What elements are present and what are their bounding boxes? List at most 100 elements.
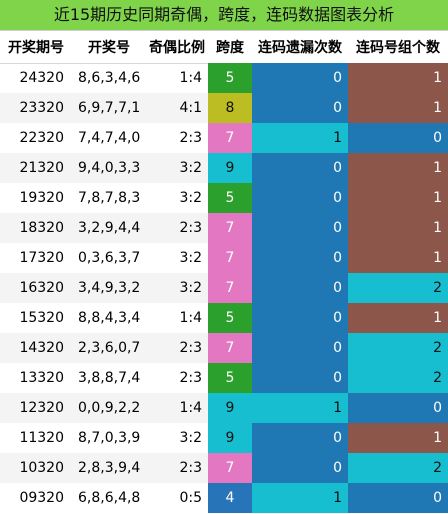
cell-span: 7 <box>208 243 252 273</box>
page-title: 近15期历史同期奇偶，跨度，连码数据图表分析 <box>0 0 448 31</box>
cell-consecutive-miss: 1 <box>252 123 348 153</box>
cell-issue: 17320 <box>19 250 64 266</box>
cell-consecutive-miss: 1 <box>252 393 348 423</box>
table-row: 18320 3,2,9,4,4 2:3 7 0 1 <box>0 213 448 243</box>
cell-consecutive-miss: 0 <box>252 363 348 393</box>
table-row: 23320 6,9,7,7,1 4:1 8 0 1 <box>0 93 448 123</box>
cell-span: 4 <box>208 483 252 513</box>
table-row: 15320 8,8,4,3,4 1:4 5 0 1 <box>0 303 448 333</box>
cell-span: 7 <box>208 213 252 243</box>
cell-span: 9 <box>208 393 252 423</box>
cell-consecutive-groups: 1 <box>348 213 448 243</box>
cell-consecutive-groups: 1 <box>348 153 448 183</box>
cell-span: 8 <box>208 93 252 123</box>
cell-issue: 18320 <box>0 213 72 243</box>
cell-odd-even-ratio: 3:2 <box>146 153 208 183</box>
cell-consecutive-groups: 1 <box>348 423 448 453</box>
cell-odd-even-ratio: 2:3 <box>179 130 202 146</box>
cell-span: 5 <box>208 63 252 93</box>
header-numbers: 开奖号 <box>88 40 130 56</box>
cell-odd-even-ratio: 3:2 <box>179 250 202 266</box>
cell-consecutive-groups: 2 <box>348 363 448 393</box>
cell-consecutive-groups: 0 <box>348 483 448 513</box>
cell-consecutive-miss: 0 <box>252 303 348 333</box>
table-row: 10320 2,8,3,9,4 2:3 7 0 2 <box>0 453 448 483</box>
table-body: 24320 8,6,3,4,6 1:4 5 0 1 23320 6,9,7,7,1 4:1 8 0 1… <box>0 63 448 513</box>
header-span: 跨度 <box>216 40 244 56</box>
cell-consecutive-miss: 0 <box>252 213 348 243</box>
cell-consecutive-miss: 0 <box>252 453 348 483</box>
table-row: 16320 3,4,9,3,2 3:2 7 0 2 <box>0 273 448 303</box>
cell-numbers: 8,8,4,3,4 <box>78 310 141 326</box>
cell-consecutive-miss: 0 <box>252 423 348 453</box>
cell-numbers: 8,7,0,3,9 <box>78 430 141 446</box>
cell-numbers: 0,0,9,2,2 <box>72 393 146 423</box>
cell-numbers: 6,8,6,4,8 <box>78 490 141 506</box>
cell-issue: 10320 <box>0 453 72 483</box>
cell-consecutive-groups: 1 <box>348 183 448 213</box>
cell-numbers: 3,4,9,3,2 <box>72 273 146 303</box>
header-odd-even-ratio: 奇偶比例 <box>149 40 205 56</box>
table-header: 开奖期号 开奖号 奇偶比例 跨度 连码遗漏次数 连码号组个数 <box>0 31 448 64</box>
cell-odd-even-ratio: 2:3 <box>179 370 202 386</box>
cell-consecutive-groups: 1 <box>348 303 448 333</box>
cell-issue: 22320 <box>19 130 64 146</box>
cell-numbers: 2,3,6,0,7 <box>72 333 146 363</box>
header-consecutive-groups: 连码号组个数 <box>356 40 440 56</box>
cell-issue: 11320 <box>19 430 64 446</box>
cell-odd-even-ratio: 3:2 <box>146 273 208 303</box>
cell-span: 7 <box>208 123 252 153</box>
cell-issue: 19320 <box>19 190 64 206</box>
cell-span: 7 <box>208 453 252 483</box>
cell-numbers: 7,4,7,4,0 <box>78 130 141 146</box>
cell-issue: 21320 <box>0 153 72 183</box>
cell-span: 5 <box>208 303 252 333</box>
table-row: 14320 2,3,6,0,7 2:3 7 0 2 <box>0 333 448 363</box>
cell-consecutive-miss: 0 <box>252 93 348 123</box>
table-row: 19320 7,8,7,8,3 3:2 5 0 1 <box>0 183 448 213</box>
cell-consecutive-miss: 0 <box>252 243 348 273</box>
cell-consecutive-groups: 2 <box>348 273 448 303</box>
cell-odd-even-ratio: 2:3 <box>146 213 208 243</box>
cell-span: 5 <box>208 183 252 213</box>
table-row: 11320 8,7,0,3,9 3:2 9 0 1 <box>0 423 448 453</box>
cell-numbers: 0,3,6,3,7 <box>78 250 141 266</box>
cell-odd-even-ratio: 0:5 <box>179 490 202 506</box>
cell-consecutive-groups: 0 <box>348 393 448 423</box>
cell-odd-even-ratio: 3:2 <box>179 430 202 446</box>
table-row: 13320 3,8,8,7,4 2:3 5 0 2 <box>0 363 448 393</box>
cell-consecutive-miss: 0 <box>252 273 348 303</box>
cell-issue: 13320 <box>19 370 64 386</box>
cell-numbers: 9,4,0,3,3 <box>72 153 146 183</box>
header-consecutive-miss: 连码遗漏次数 <box>258 40 342 56</box>
cell-span: 9 <box>208 423 252 453</box>
cell-issue: 16320 <box>0 273 72 303</box>
cell-consecutive-miss: 0 <box>252 63 348 93</box>
cell-consecutive-groups: 0 <box>348 123 448 153</box>
table-row: 24320 8,6,3,4,6 1:4 5 0 1 <box>0 63 448 93</box>
cell-odd-even-ratio: 1:4 <box>146 393 208 423</box>
cell-numbers: 8,6,3,4,6 <box>78 70 141 86</box>
cell-odd-even-ratio: 2:3 <box>146 333 208 363</box>
cell-consecutive-miss: 0 <box>252 153 348 183</box>
cell-odd-even-ratio: 2:3 <box>146 453 208 483</box>
table-row: 21320 9,4,0,3,3 3:2 9 0 1 <box>0 153 448 183</box>
cell-numbers: 3,2,9,4,4 <box>72 213 146 243</box>
cell-numbers: 7,8,7,8,3 <box>78 190 141 206</box>
table-row: 17320 0,3,6,3,7 3:2 7 0 1 <box>0 243 448 273</box>
cell-consecutive-groups: 1 <box>348 93 448 123</box>
cell-issue: 09320 <box>19 490 64 506</box>
cell-consecutive-groups: 2 <box>348 333 448 363</box>
table-row: 22320 7,4,7,4,0 2:3 7 1 0 <box>0 123 448 153</box>
cell-consecutive-miss: 0 <box>252 333 348 363</box>
cell-consecutive-groups: 2 <box>348 453 448 483</box>
cell-issue: 23320 <box>0 93 72 123</box>
cell-numbers: 3,8,8,7,4 <box>78 370 141 386</box>
cell-issue: 15320 <box>19 310 64 326</box>
cell-numbers: 2,8,3,9,4 <box>72 453 146 483</box>
cell-consecutive-groups: 1 <box>348 243 448 273</box>
table-row: 12320 0,0,9,2,2 1:4 9 1 0 <box>0 393 448 423</box>
cell-issue: 12320 <box>0 393 72 423</box>
cell-consecutive-miss: 1 <box>252 483 348 513</box>
